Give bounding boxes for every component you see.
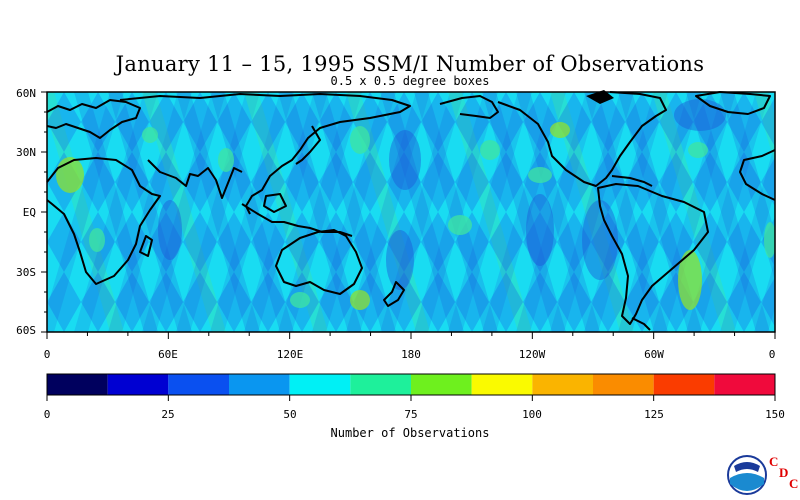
colorbar-bin — [532, 374, 593, 395]
coast-indonesia — [241, 203, 353, 237]
colorbar-bin — [411, 374, 472, 395]
colorbar-label-50: 50 — [283, 408, 297, 421]
low-count-patch — [526, 194, 554, 266]
colorbar-label-125: 125 — [644, 408, 664, 421]
high-count-patch — [480, 140, 500, 160]
low-count-patch — [386, 230, 414, 290]
high-count-patches — [56, 99, 775, 310]
chart-subtitle: 0.5 x 0.5 degree boxes — [330, 74, 490, 88]
coast-borneo — [263, 193, 287, 213]
coast-south-america — [597, 183, 709, 325]
high-count-patch — [528, 167, 552, 183]
colorbar-bin — [653, 374, 715, 395]
colorbar-bin — [350, 374, 411, 395]
lat-label-60s: 60S — [16, 324, 36, 337]
lat-label-60n: 60N — [16, 87, 36, 100]
lon-label-60w: 60W — [644, 348, 664, 361]
high-count-patch — [764, 222, 775, 258]
colorbar-title: Number of Observations — [330, 426, 490, 440]
latitude-ticks — [41, 91, 47, 333]
lon-label-60e: 60E — [158, 348, 178, 361]
coast-arabia-india — [147, 159, 243, 199]
coast-new-zealand — [383, 281, 405, 307]
coast-africa — [46, 157, 161, 285]
colorbar-label-150: 150 — [765, 408, 785, 421]
coast-australia — [275, 229, 363, 295]
low-count-patch — [674, 99, 726, 131]
coast-alaska — [439, 95, 499, 119]
arctic-islands-fill — [586, 90, 614, 104]
high-count-patch — [550, 122, 570, 138]
coast-asia — [119, 93, 411, 215]
colorbar-ticks — [46, 395, 776, 401]
swath-pattern — [47, 92, 775, 332]
colorbar-bin — [107, 374, 169, 395]
high-count-patch — [89, 228, 105, 252]
colorbar-bin — [593, 374, 654, 395]
lon-label-120w: 120W — [518, 348, 546, 361]
colorbar — [47, 374, 775, 395]
chart-title: January 11 – 15, 1995 SSM/I Number of Ob… — [115, 52, 705, 76]
coast-west-africa-east-edge — [739, 149, 776, 201]
lon-label-0: 0 — [43, 348, 51, 361]
colorbar-bin — [714, 374, 775, 395]
high-count-patch — [448, 215, 472, 235]
low-count-patch — [158, 200, 182, 260]
lon-label-120e: 120E — [276, 348, 304, 361]
high-count-patch — [290, 292, 310, 308]
lat-label-30n: 30N — [16, 146, 36, 159]
coast-antarctic-peninsula — [631, 317, 651, 331]
colorbar-bin — [47, 374, 108, 395]
coast-madagascar — [139, 235, 153, 257]
coast-japan — [295, 125, 321, 165]
lat-label-30s: 30S — [16, 266, 36, 279]
lon-label-180: 180 — [401, 348, 421, 361]
high-count-patch — [350, 290, 370, 310]
logo-letter-d: D — [779, 465, 789, 480]
colorbar-label-25: 25 — [161, 408, 175, 421]
colorbar-bin — [289, 374, 351, 395]
noaa-logo — [727, 455, 767, 495]
swath-band — [788, 92, 800, 332]
longitude-ticks — [46, 332, 776, 339]
noaa-seal-wave — [730, 473, 764, 491]
low-count-patch — [582, 200, 618, 280]
low-count-patch — [389, 130, 421, 190]
noaa-seal-top — [734, 462, 760, 472]
logo-letter-c2: C — [789, 476, 799, 491]
colorbar-bin — [229, 374, 290, 395]
coast-north-america — [497, 91, 667, 187]
colorbar-bin — [471, 374, 533, 395]
logo-letter-c1: C — [769, 454, 779, 469]
high-count-patch — [142, 127, 158, 143]
coast-europe — [46, 99, 141, 139]
lon-label-0-east: 0 — [768, 348, 776, 361]
observation-field — [47, 92, 800, 332]
colorbar-label-75: 75 — [404, 408, 418, 421]
lat-label-eq: EQ — [22, 206, 36, 219]
colorbar-bin — [168, 374, 229, 395]
high-count-patch — [218, 148, 234, 172]
colorbar-label-0: 0 — [43, 408, 51, 421]
high-count-patch — [688, 142, 708, 158]
colorbar-label-100: 100 — [522, 408, 542, 421]
coastlines — [46, 91, 776, 331]
high-count-patch — [350, 126, 370, 154]
coast-caribbean — [611, 175, 653, 187]
swath-band — [788, 92, 800, 332]
high-count-patch — [678, 250, 702, 310]
